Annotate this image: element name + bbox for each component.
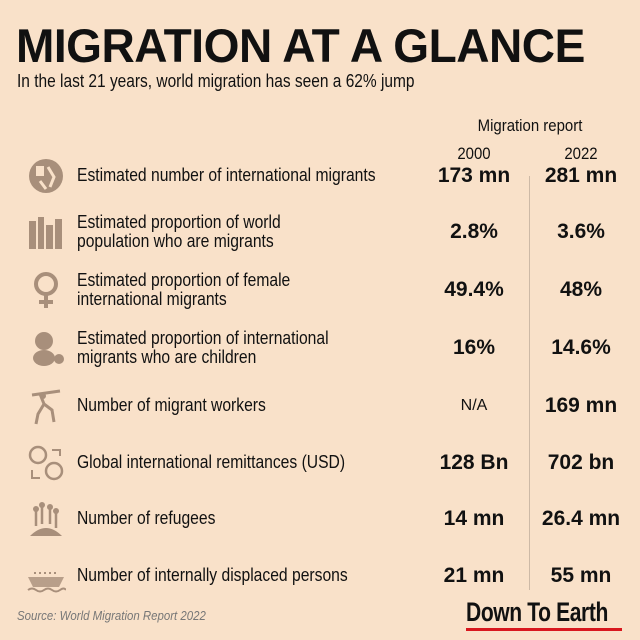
child-icon: [33, 332, 64, 366]
row-label: Estimated proportion of international mi…: [77, 329, 329, 367]
value-2000: 173 mn: [437, 164, 511, 187]
value-2022: 14.6%: [551, 336, 611, 359]
column-header-2022: 2022: [564, 144, 598, 163]
source-note: Source: World Migration Report 2022: [17, 608, 206, 623]
table-row: Number of refugees 14 mn 26.4 mn: [0, 494, 640, 544]
table-row: Estimated number of international migran…: [0, 151, 640, 201]
logo-underline: [466, 628, 622, 631]
value-2000: 128 Bn: [439, 451, 509, 474]
value-2022: 26.4 mn: [541, 507, 621, 530]
value-2022: 3.6%: [557, 220, 605, 243]
population-icon: [29, 217, 62, 249]
remittance-icon: [28, 445, 64, 481]
row-label-line: Number of internally displaced persons: [77, 565, 348, 585]
row-label: Estimated number of international migran…: [77, 166, 376, 185]
value-2022: 48%: [559, 278, 603, 301]
value-2000: N/A: [460, 397, 488, 414]
value-2000: 14 mn: [443, 507, 505, 530]
row-label-line: international migrants: [77, 289, 227, 309]
value-2000: 21 mn: [443, 564, 505, 587]
value-2022: 281 mn: [544, 164, 618, 187]
value-2000: 2.8%: [450, 220, 498, 243]
value-2022: 55 mn: [550, 564, 612, 587]
row-label: Number of internally displaced persons: [77, 566, 348, 585]
table-row: Estimated proportion of world population…: [0, 207, 640, 257]
row-label-line: migrants who are children: [77, 347, 257, 367]
value-2022: 702 bn: [547, 451, 615, 474]
logo: Down To Earth: [466, 597, 608, 627]
row-label: Number of refugees: [77, 509, 215, 528]
table-row: Estimated proportion of female internati…: [0, 265, 640, 315]
row-label-line: population who are migrants: [77, 231, 274, 251]
table-row: Estimated proportion of international mi…: [0, 323, 640, 373]
row-label-line: Global international remittances (USD): [77, 452, 346, 472]
row-label-line: Estimated proportion of female: [77, 270, 291, 290]
table-row: Number of internally displaced persons 2…: [0, 551, 640, 601]
subtitle: In the last 21 years, world migration ha…: [17, 71, 415, 91]
row-label-line: Estimated number of international migran…: [77, 165, 376, 185]
value-2000: 16%: [452, 336, 496, 359]
boat-icon: [27, 572, 66, 593]
refugees-icon: [30, 502, 62, 536]
value-2000: 49.4%: [444, 278, 504, 301]
row-label-line: Number of migrant workers: [77, 395, 266, 415]
value-2022: 169 mn: [544, 394, 618, 417]
row-label-line: Estimated proportion of international: [77, 328, 329, 348]
group-header: Migration report: [477, 116, 583, 135]
row-label: Global international remittances (USD): [77, 453, 345, 472]
row-label: Number of migrant workers: [77, 396, 266, 415]
table-row: Number of migrant workers N/A 169 mn: [0, 381, 640, 431]
table-row: Global international remittances (USD) 1…: [0, 438, 640, 488]
migrants-icon: [29, 159, 63, 193]
worker-icon: [31, 389, 61, 425]
female-symbol-icon: [34, 272, 58, 308]
row-label-line: Estimated proportion of world: [77, 212, 281, 232]
column-header-2000: 2000: [457, 144, 491, 163]
column-divider: [529, 176, 530, 590]
row-label: Estimated proportion of world population…: [77, 213, 281, 251]
row-label-line: Number of refugees: [77, 508, 216, 528]
page-title: MIGRATION AT A GLANCE: [16, 19, 585, 72]
row-label: Estimated proportion of female internati…: [77, 271, 290, 309]
